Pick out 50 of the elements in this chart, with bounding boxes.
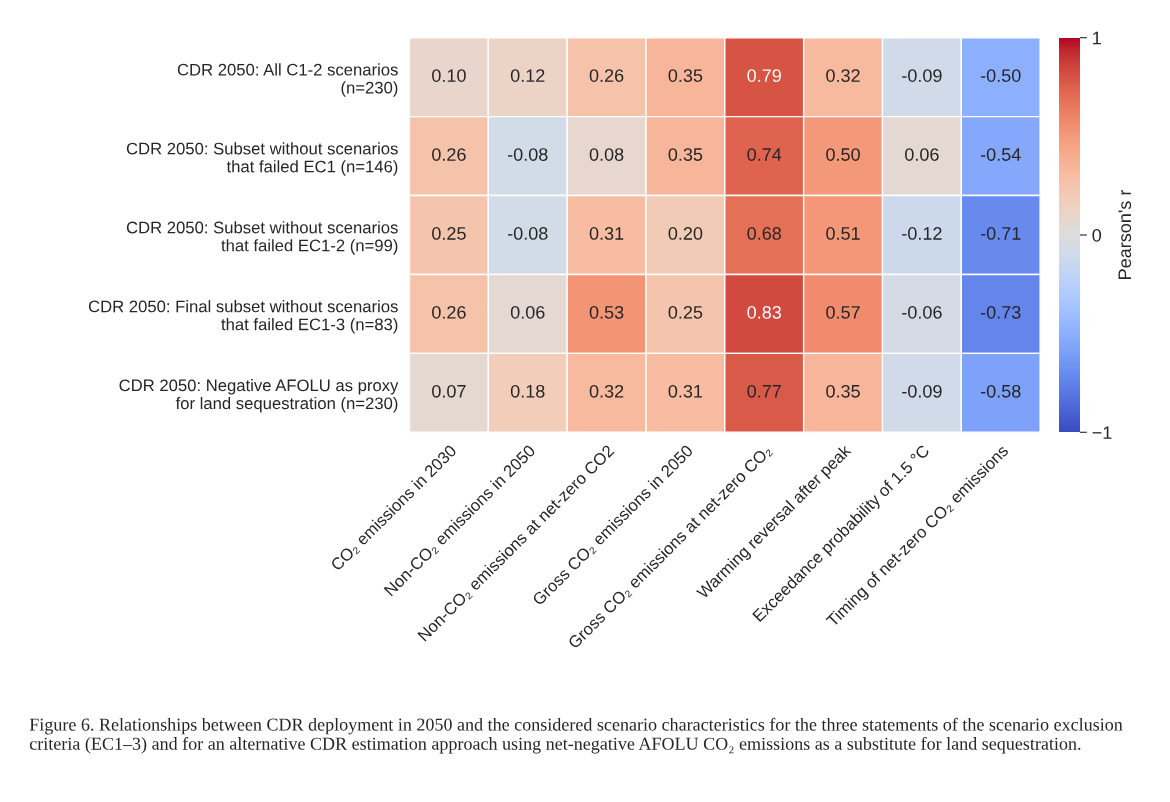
y-tick-label: CDR 2050: Subset without scenarios that failed EC1-2 (n=99)	[126, 221, 398, 255]
data-label: -0.08	[507, 148, 548, 161]
data-label: 0.31	[589, 227, 624, 240]
color-bar-label: 0	[1092, 228, 1102, 242]
data-label: 0.25	[668, 305, 703, 319]
data-label: 0.26	[432, 148, 466, 161]
data-label: 0.57	[826, 305, 860, 319]
data-label: -0.06	[902, 305, 942, 319]
data-label: -0.50	[980, 69, 1021, 82]
data-label: 0.74	[747, 148, 782, 161]
data-label: 0.32	[589, 384, 624, 398]
y-tick-label: CDR 2050: Subset without scenarios that failed EC1 (n=146)	[126, 142, 398, 176]
data-label: 0.35	[668, 69, 703, 82]
data-label: 0.26	[589, 69, 624, 82]
data-label: -0.58	[980, 384, 1021, 398]
data-label: 0.35	[668, 148, 703, 161]
data-label: 0.20	[668, 227, 703, 240]
data-label: 0.32	[826, 69, 860, 82]
data-label: -0.09	[902, 384, 942, 398]
y-tick-label: CDR 2050: Final subset without scenarios that failed EC1-3 (n=83)	[88, 300, 398, 334]
y-tick-label: CDR 2050: Negative AFOLU as proxy for land sequestration (n=230)	[119, 379, 399, 413]
data-label: 0.79	[747, 69, 781, 82]
data-label: 0.53	[589, 305, 624, 319]
data-label: -0.73	[980, 305, 1021, 319]
data-label: -0.08	[507, 227, 548, 240]
data-label: 0.12	[510, 69, 545, 82]
data-label: 0.68	[747, 227, 782, 240]
data-label: 0.26	[432, 305, 466, 319]
data-label: 0.83	[747, 305, 782, 319]
data-label: 0.25	[432, 227, 466, 240]
data-label: 0.06	[905, 148, 939, 161]
data-label: 0.18	[510, 384, 545, 398]
data-label: 0.06	[510, 305, 545, 319]
data-label: 0.77	[747, 384, 781, 398]
data-label: 0.08	[589, 148, 624, 161]
color-bar-label: −1	[1092, 426, 1112, 439]
data-label: 0.51	[826, 227, 860, 240]
y-tick-label: CDR 2050: All C1-2 scenarios (n=230)	[177, 63, 398, 97]
data-label: -0.09	[902, 69, 942, 82]
data-label: 0.35	[826, 384, 860, 398]
data-label: 0.10	[432, 69, 466, 82]
color-bar-label: 1	[1093, 31, 1101, 45]
color-bar-title: Pearson's r	[1118, 189, 1132, 279]
data-label: -0.54	[980, 148, 1021, 161]
data-label: -0.71	[980, 227, 1021, 240]
data-label: 0.50	[826, 148, 860, 161]
data-label: -0.12	[902, 227, 942, 240]
data-label: 0.07	[432, 384, 466, 398]
caption: Figure 6. Relationships between CDR deployment in 2050 and the considered scenario characteristics for the three statements of the scenario exclusion criteria (EC1–3) and for an alternative CDR estimation approach using net-negative AFOLU CO₂ emissions as a substitute for land sequestration.	[29, 717, 1123, 754]
data-label: 0.31	[668, 384, 703, 398]
